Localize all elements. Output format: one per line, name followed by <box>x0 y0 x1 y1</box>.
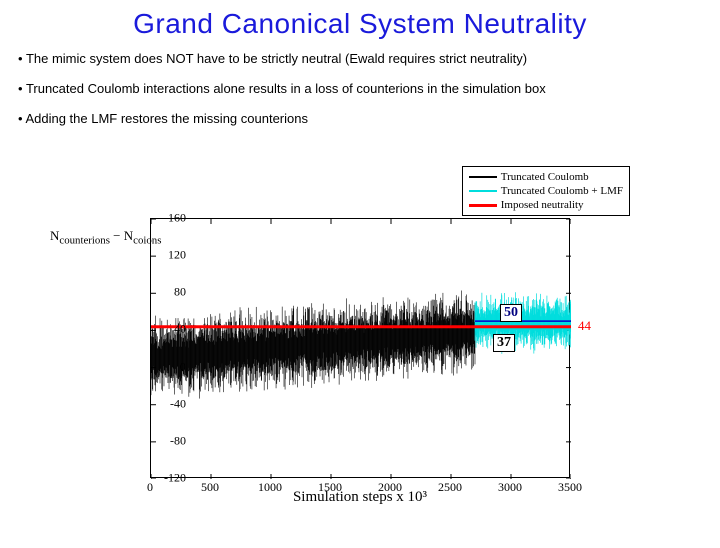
y-tick-label: 160 <box>168 211 186 226</box>
bullet-list: The mimic system does NOT have to be str… <box>0 50 720 129</box>
annotation-black-mean: 37 <box>493 334 515 352</box>
annotation-cyan-mean: 50 <box>500 304 522 322</box>
bullet-item: Adding the LMF restores the missing coun… <box>18 110 702 128</box>
chart-container: Truncated Coulomb Truncated Coulomb + LM… <box>110 178 610 528</box>
legend-swatch <box>469 176 497 178</box>
legend-item: Truncated Coulomb + LMF <box>469 184 623 198</box>
chart-legend: Truncated Coulomb Truncated Coulomb + LM… <box>462 166 630 216</box>
y-tick-label: 0 <box>180 359 186 374</box>
bullet-item: The mimic system does NOT have to be str… <box>18 50 702 68</box>
y-tick-label: 80 <box>174 285 186 300</box>
legend-label: Truncated Coulomb <box>501 171 589 183</box>
legend-label: Truncated Coulomb + LMF <box>501 185 623 197</box>
legend-swatch <box>469 190 497 192</box>
page-title: Grand Canonical System Neutrality <box>0 8 720 40</box>
legend-item: Imposed neutrality <box>469 198 623 212</box>
x-axis-label: Simulation steps x 10³ <box>150 489 570 506</box>
annotation-red-line: 44 <box>578 318 591 334</box>
y-tick-label: -40 <box>170 396 186 411</box>
y-axis-label: Ncounterions − Ncoions <box>50 228 161 247</box>
legend-label: Imposed neutrality <box>501 199 584 211</box>
y-tick-label: 40 <box>174 322 186 337</box>
bullet-item: Truncated Coulomb interactions alone res… <box>18 80 702 98</box>
y-tick-label: 120 <box>168 248 186 263</box>
y-tick-label: -120 <box>164 471 186 486</box>
y-tick-label: -80 <box>170 433 186 448</box>
legend-item: Truncated Coulomb <box>469 170 623 184</box>
legend-swatch <box>469 204 497 207</box>
